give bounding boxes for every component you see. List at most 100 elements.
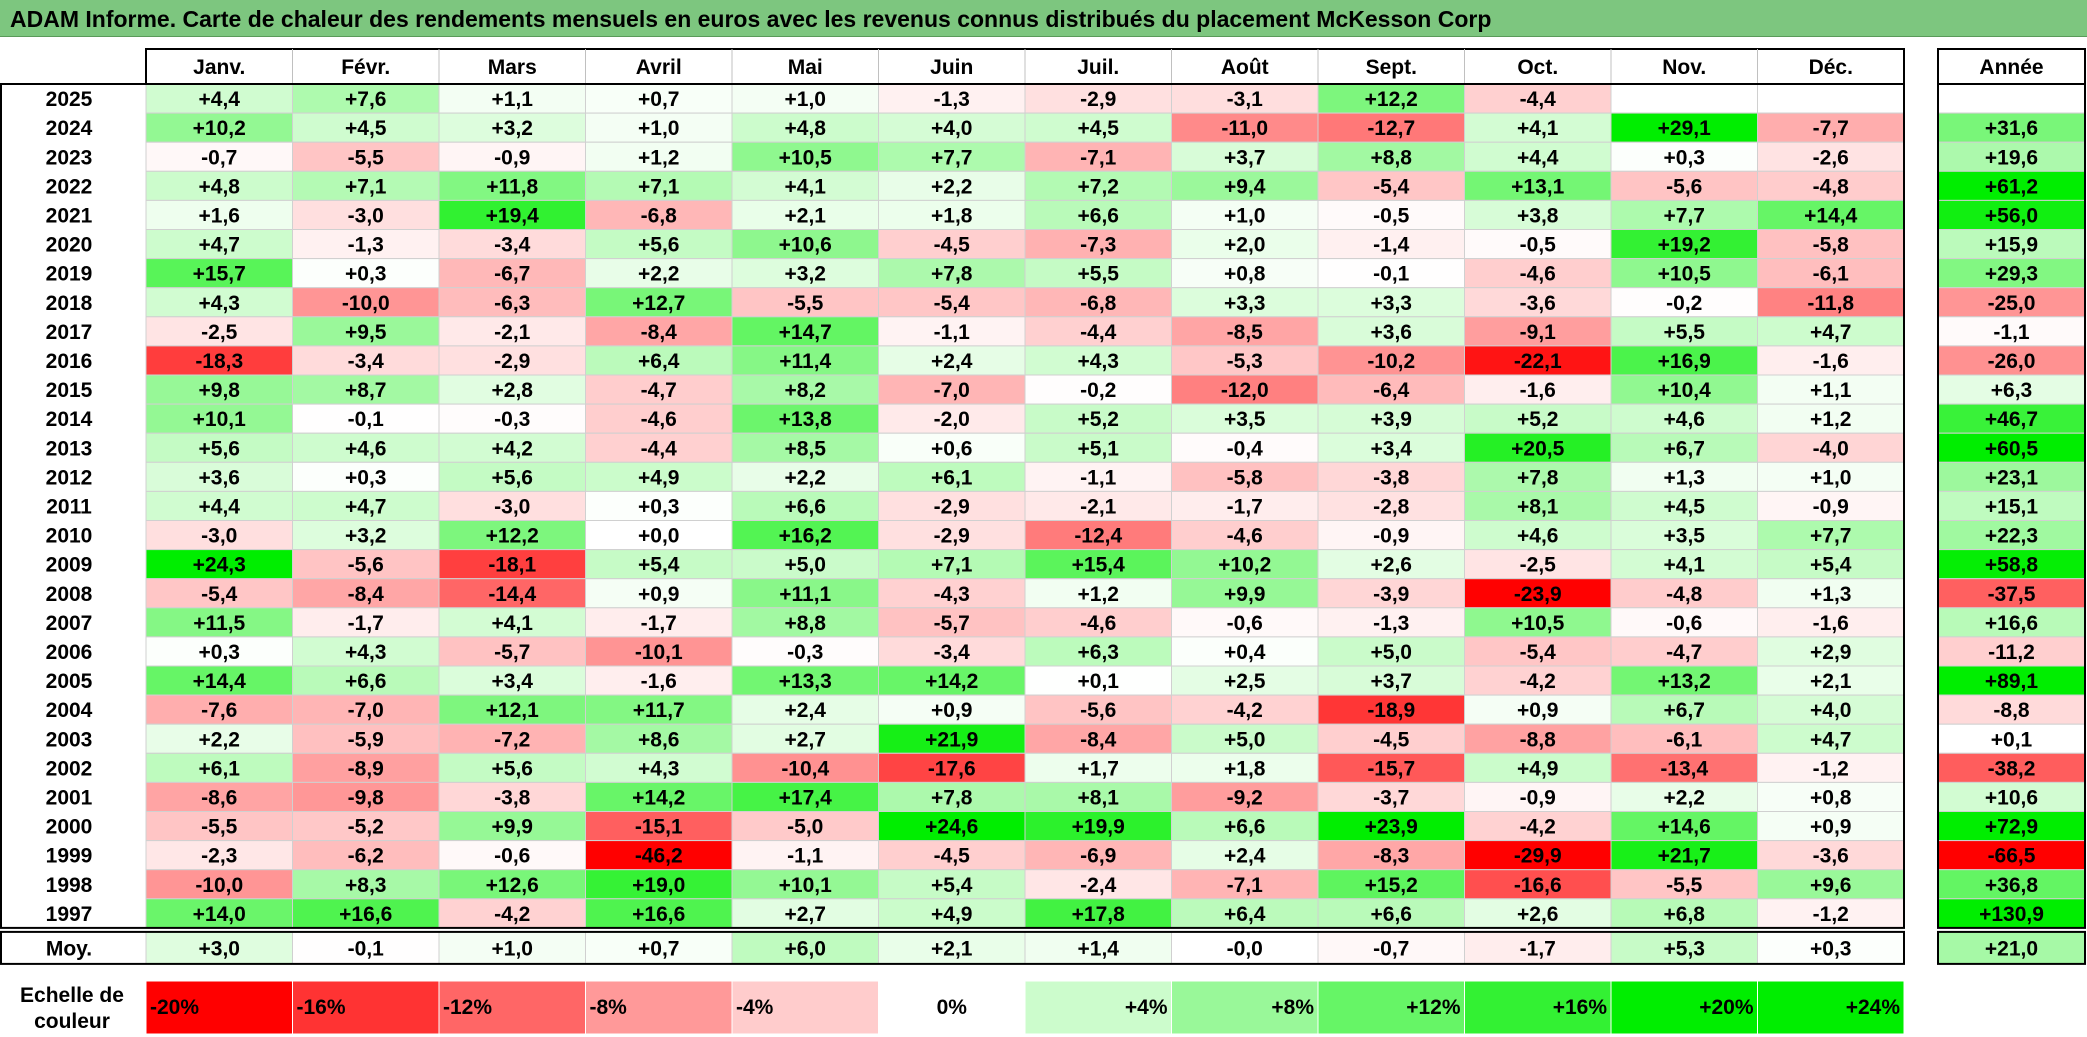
month-cell-label: -8,5 — [1227, 321, 1264, 344]
column-header: Sept. — [1366, 56, 1417, 79]
month-cell — [878, 345, 1026, 376]
annual-cell — [1937, 694, 2086, 725]
month-cell-label: +1,2 — [1810, 408, 1851, 431]
month-cell-label: -10,4 — [781, 757, 829, 780]
month-cell — [1757, 578, 1905, 609]
month-cell — [145, 781, 293, 813]
month-cell-label: +6,1 — [199, 757, 241, 780]
month-cell-label: +6,6 — [785, 495, 826, 518]
month-cell — [878, 199, 1026, 230]
month-cell — [731, 781, 879, 813]
annual-cell — [1937, 112, 2086, 143]
annual-cell-label: -38,2 — [1988, 757, 2036, 780]
annual-cell — [1937, 199, 2086, 230]
month-cell-label: +8,6 — [638, 728, 679, 751]
month-cell-label: +6,6 — [345, 670, 386, 693]
month-cell-label: +2,1 — [785, 204, 827, 227]
annual-cell — [1937, 811, 2086, 842]
month-cell-label: -6,4 — [1373, 379, 1410, 402]
month-cell-label: -0,5 — [1520, 234, 1557, 257]
month-cell-label: +11,7 — [633, 699, 685, 722]
month-cell-label: +3,7 — [1371, 670, 1412, 693]
month-cell-label: +5,5 — [1078, 263, 1120, 286]
month-cell-label: +10,5 — [1658, 263, 1711, 286]
month-cell-label: -0,9 — [1520, 786, 1556, 809]
month-cell-label: +14,6 — [1658, 816, 1711, 839]
month-cell — [1610, 229, 1758, 260]
month-cell — [145, 374, 293, 405]
month-cell-label: -9,2 — [1227, 786, 1263, 809]
annual-cell-label: +31,6 — [1985, 117, 2038, 140]
month-cell-label: -1,7 — [348, 612, 384, 635]
month-cell-label: +4,7 — [345, 495, 386, 518]
annual-frame — [1937, 83, 2086, 929]
month-cell — [1464, 374, 1612, 405]
month-cell — [1171, 694, 1319, 725]
month-cell — [1171, 287, 1319, 318]
month-cell — [1171, 636, 1319, 667]
month-cell-label: +8,1 — [1517, 495, 1559, 518]
month-cell-label: -5,6 — [1080, 699, 1116, 722]
month-cell-label: +7,2 — [1078, 175, 1119, 198]
month-cell — [1610, 636, 1758, 667]
row-year-label: 2003 — [46, 728, 93, 751]
legend-step-label: +8% — [1271, 996, 1314, 1019]
month-cell-label: +6,4 — [638, 350, 680, 373]
month-cell-label: +6,4 — [1224, 903, 1266, 926]
month-cell — [1464, 83, 1612, 114]
row-year-label: 2022 — [46, 175, 93, 198]
month-cell-label: -3,8 — [1373, 466, 1410, 489]
month-cell-label: -1,6 — [641, 670, 677, 693]
month-cell-label: -5,5 — [787, 292, 824, 315]
month-cell-label: -2,4 — [1080, 874, 1117, 897]
month-cell-label: +9,6 — [1810, 874, 1851, 897]
month-cell — [1610, 403, 1758, 434]
average-cell-label: +5,3 — [1664, 937, 1705, 960]
month-cell — [1024, 869, 1172, 900]
month-cell-label: +4,1 — [492, 612, 534, 635]
month-cell — [145, 461, 293, 492]
month-cell-label: -3,1 — [1227, 88, 1264, 111]
annual-cell-label: +89,1 — [1985, 670, 2038, 693]
month-cell — [731, 549, 879, 580]
month-cell-label: +4,0 — [931, 117, 972, 140]
month-cell-label: -5,8 — [1227, 466, 1264, 489]
month-cell-label: +0,3 — [345, 263, 386, 286]
month-cell-label: -4,4 — [1520, 88, 1557, 111]
month-cell-label: -4,8 — [1813, 175, 1850, 198]
month-cell-label: +16,9 — [1658, 350, 1711, 373]
month-cell-label: -4,2 — [1227, 699, 1263, 722]
month-cell-label: -4,0 — [1813, 437, 1849, 460]
month-cell-label: +6,1 — [931, 466, 973, 489]
row-year-label: 1997 — [46, 903, 93, 926]
month-cell-label: +10,6 — [779, 234, 832, 257]
month-cell — [1464, 723, 1612, 754]
month-cell-label: +14,7 — [779, 321, 832, 344]
month-cell-label: -5,5 — [1666, 874, 1703, 897]
month-cell-label: -46,2 — [635, 845, 683, 868]
month-cell-label: +4,6 — [345, 437, 386, 460]
month-cell-label: +5,4 — [638, 554, 680, 577]
month-cell — [1464, 403, 1612, 434]
month-cell-label: +1,2 — [638, 146, 679, 169]
month-cell-label: -0,9 — [494, 146, 530, 169]
month-cell-label: -1,3 — [348, 234, 384, 257]
month-cell-label: -5,5 — [201, 816, 238, 839]
month-cell-label: -2,9 — [934, 495, 970, 518]
month-cell-label: -1,3 — [934, 88, 970, 111]
month-cell-label: +4,1 — [1517, 117, 1559, 140]
month-cell-label: +7,8 — [931, 263, 973, 286]
month-cell-label: +7,1 — [638, 175, 680, 198]
month-cell-label: -6,9 — [1080, 845, 1116, 868]
row-year-label: 2019 — [46, 263, 93, 286]
month-cell — [878, 316, 1026, 347]
column-header: Janv. — [193, 56, 245, 79]
month-cell-label: +10,2 — [193, 117, 246, 140]
month-cell-label: -18,9 — [1367, 699, 1415, 722]
month-cell-label: -8,4 — [1080, 728, 1117, 751]
month-cell-label: -2,8 — [1373, 495, 1410, 518]
legend-swatch — [878, 980, 1026, 1035]
month-cell — [1610, 316, 1758, 347]
month-cell — [1171, 316, 1319, 347]
month-cell — [438, 752, 586, 783]
